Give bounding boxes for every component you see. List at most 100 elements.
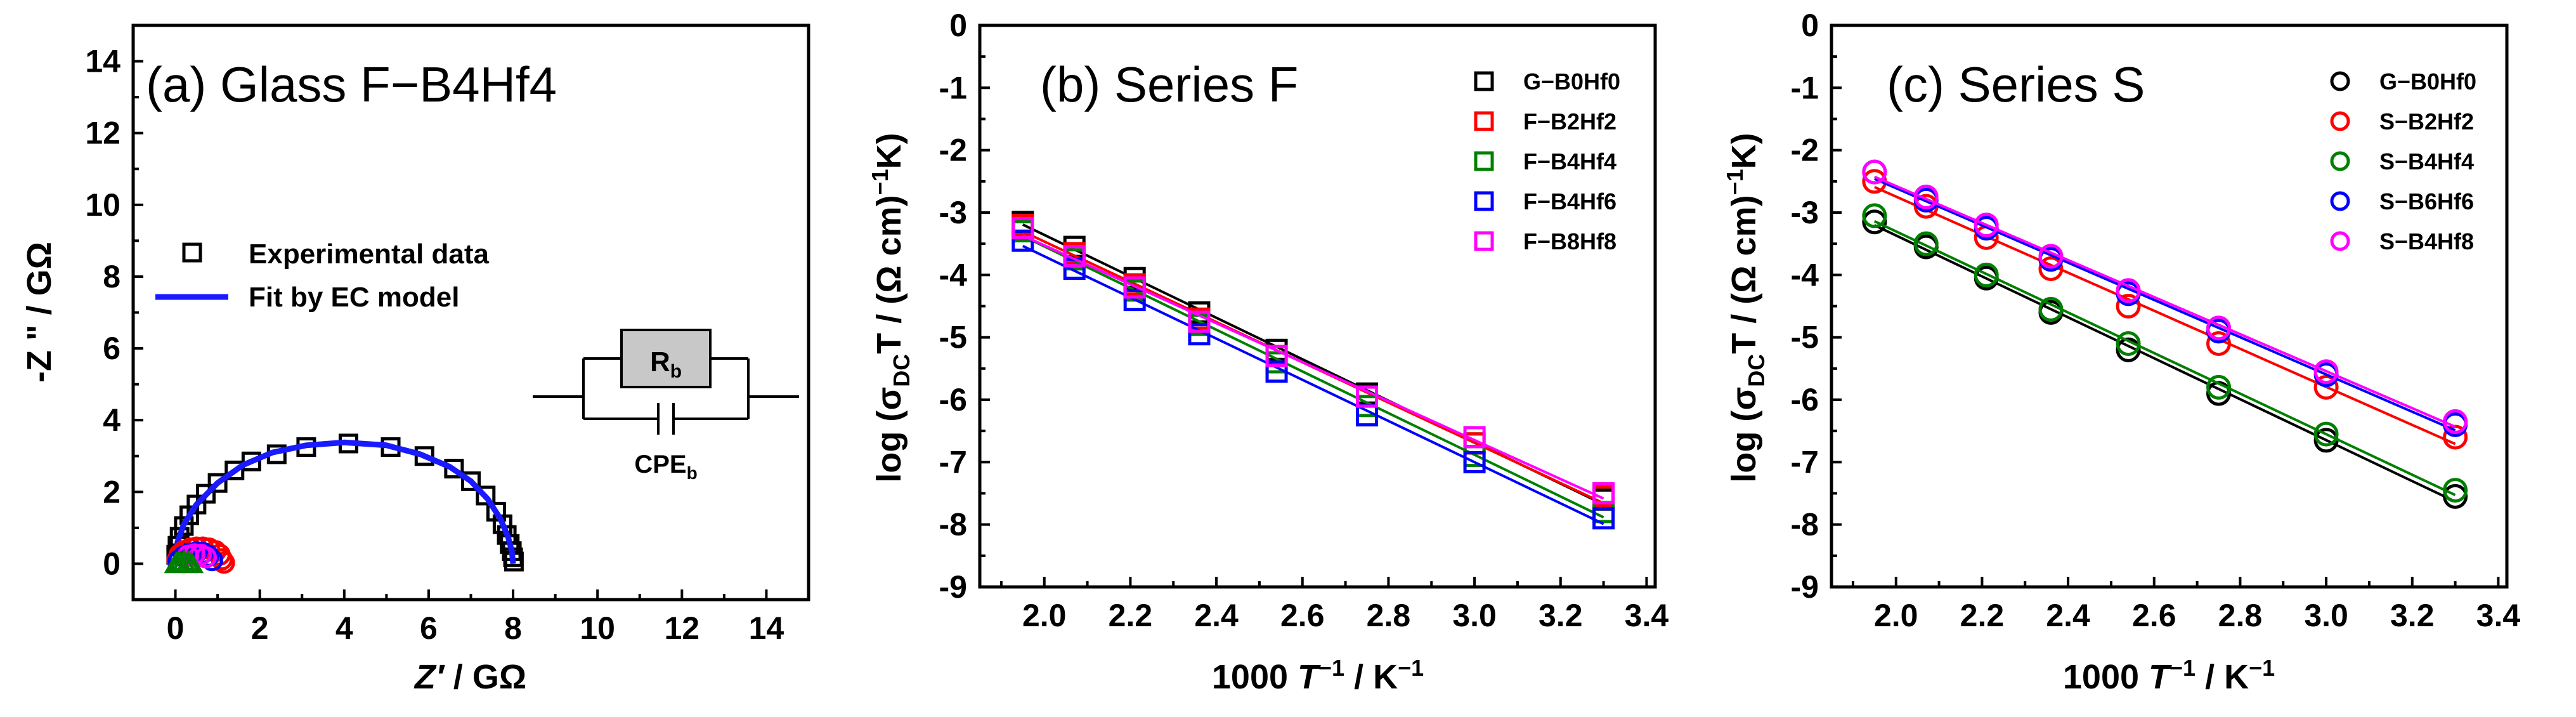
c-series-s-b4hf8-point: [2116, 278, 2141, 303]
b-series-f-b4hf6-point: [1265, 360, 1288, 383]
panel-b-series-f: 2.0 2.2 2.4 2.6 2.8 3.0 3.2 3.4 0 -1 -2 -3 -4 -5 -6 -7 -…: [867, 8, 1669, 696]
c-xtick-label: 3.4: [2476, 598, 2521, 633]
c-ytick-label: -8: [1791, 507, 1819, 543]
b-series-f-b8hf8-point: [1356, 385, 1379, 408]
c-series-s-b4hf4-point: [1913, 231, 1939, 256]
panel-c-ylabel: log (σDCT / (Ω cm)−1K): [1722, 133, 1769, 482]
b-series-f-b8hf8-point: [1063, 245, 1086, 268]
a-ytick-label: 10: [85, 187, 120, 223]
b-ytick-label: -4: [939, 257, 968, 293]
c-series-s-b4hf4-point: [1862, 203, 1887, 228]
b-xtick-label: 2.4: [1194, 598, 1239, 633]
panel-a-ylabel: -Z " / GΩ: [20, 242, 58, 383]
a-xtick-label: 14: [749, 610, 784, 646]
a-experimental-data-point: [486, 501, 506, 522]
a-experimental-data-point: [195, 483, 216, 504]
c-series-s-b4hf8-fit-line: [1874, 175, 2456, 428]
c-ytick-label: -3: [1791, 195, 1819, 230]
c-ytick-label: -4: [1791, 257, 1819, 293]
b-series-f-b8hf8-point: [1592, 482, 1615, 504]
c-series-s-b4hf4-point: [1974, 262, 1999, 287]
b-xtick-label: 3.4: [1625, 598, 1669, 633]
a-ytick-label: 4: [103, 402, 120, 438]
b-ytick-label: -8: [939, 507, 967, 543]
c-series-g-b0hf0-point: [1862, 209, 1887, 235]
c-series-s-b4hf8-point: [1913, 184, 1939, 209]
a-xtick-label: 2: [251, 610, 269, 646]
equivalent-circuit: [533, 329, 799, 435]
panel-a-data: [164, 433, 524, 574]
a-xtick-label: 4: [335, 610, 353, 646]
legend-a-experimental-label: Experimental data: [249, 239, 490, 270]
c-series-s-b4hf4-point: [2116, 331, 2141, 356]
b-series-f-b8hf8-fit-line: [1022, 234, 1604, 500]
panel-a-xlabel: Z′ / GΩ: [413, 658, 526, 696]
a-fit-by-ec-model-fit-line: [172, 439, 516, 564]
panel-c-data: [1862, 159, 2468, 509]
panel-a-nyquist: 0 2 4 6 8 10 12 14 0 2 4 6 8 10 12 14 (a) Glass F−B4Hf4…: [20, 23, 810, 696]
a-ytick-label: 14: [85, 44, 120, 79]
b-series-f-b8hf8-legend-label: F−B8Hf8: [1523, 228, 1617, 254]
c-xtick-label: 2.8: [2218, 598, 2263, 633]
b-ytick-label: -6: [939, 382, 967, 418]
c-series-s-b6hf6-fit-line: [1874, 177, 2456, 432]
a-experimental-data-point: [174, 516, 194, 536]
c-ytick-label: -1: [1791, 70, 1819, 105]
panel-b-ticks: 2.0 2.2 2.4 2.6 2.8 3.0 3.2 3.4 0 -1 -2 -3 -4 -5 -6 -7 -…: [939, 8, 1669, 633]
c-ytick-label: -9: [1791, 569, 1819, 605]
c-xtick-label: 2.6: [2132, 598, 2176, 633]
b-xtick-label: 2.2: [1109, 598, 1153, 633]
a-ytick-label: 0: [103, 546, 120, 581]
b-series-f-b4hf4-fit-line: [1022, 235, 1604, 519]
c-ytick-label: -6: [1791, 382, 1819, 418]
a-experimental-data-point: [444, 459, 464, 479]
panel-c-legend: G−B0Hf0 S−B2Hf2 S−B4Hf4 S−B6Hf6 S−B4Hf8: [2330, 69, 2476, 254]
c-series-g-b0hf0-fit-line: [1873, 224, 2456, 503]
b-ytick-label: -9: [939, 569, 967, 605]
b-ytick-label: -7: [939, 444, 967, 480]
b-ytick-label: -5: [939, 320, 967, 355]
c-ytick-label: 0: [1801, 8, 1819, 43]
c-series-s-b2hf2-legend-marker: [2330, 111, 2350, 131]
legend-a-experimental-marker: [182, 242, 202, 263]
c-series-g-b0hf0-legend-label: G−B0Hf0: [2379, 69, 2476, 95]
a-experimental-data-point: [476, 485, 496, 506]
b-series-f-b4hf4-legend-marker: [1474, 151, 1494, 171]
b-series-g-b0hf0-legend-marker: [1474, 71, 1494, 91]
c-ytick-label: -5: [1791, 320, 1819, 355]
b-series-f-b8hf8-point: [1123, 276, 1146, 299]
b-xtick-label: 2.0: [1022, 598, 1067, 633]
panel-b-title: (b) Series F: [1040, 56, 1298, 112]
b-series-f-b4hf4-legend-label: F−B4Hf4: [1523, 148, 1617, 174]
c-xtick-label: 2.2: [1960, 598, 2005, 633]
c-series-s-b4hf4-point: [2313, 421, 2339, 447]
a-ytick-label: 8: [103, 259, 120, 294]
c-series-s-b2hf2-point: [2116, 294, 2141, 319]
c-series-g-b0hf0-legend-marker: [2330, 71, 2350, 91]
a-ytick-label: 6: [103, 331, 120, 366]
panel-b-xlabel: 1000 T−1 / K−1: [1212, 655, 1424, 696]
b-ytick-label: 0: [949, 8, 967, 43]
b-series-f-b4hf6-point: [1463, 451, 1486, 473]
a-xtick-label: 10: [580, 610, 615, 646]
b-series-g-b0hf0-legend-label: G−B0Hf0: [1523, 69, 1620, 95]
resistor-label: Rb: [650, 346, 682, 382]
a-magenta-arc-point: [194, 546, 217, 569]
b-series-f-b2hf2-legend-label: F−B2Hf2: [1523, 109, 1617, 135]
c-series-s-b4hf4-point: [2443, 478, 2468, 503]
b-ytick-label: -2: [939, 133, 967, 168]
c-series-s-b2hf2-point: [2313, 374, 2339, 400]
panel-c-xlabel: 1000 T−1 / K−1: [2063, 655, 2275, 696]
panel-b-legend: G−B0Hf0 F−B2Hf2 F−B4Hf4 F−B4Hf6 F−B8Hf8: [1474, 69, 1620, 254]
b-ytick-label: -3: [939, 195, 967, 230]
a-xtick-label: 12: [665, 610, 700, 646]
a-green-arc-point: [179, 551, 204, 574]
c-series-g-b0hf0-point: [2443, 483, 2468, 509]
a-experimental-data-point: [241, 451, 261, 471]
b-series-f-b4hf6-fit-line: [1022, 244, 1604, 525]
b-series-f-b8hf8-point: [1012, 217, 1034, 240]
panel-b-ylabel: log (σDCT / (Ω cm)−1K): [867, 133, 914, 482]
c-series-s-b6hf6-legend-marker: [2330, 191, 2350, 211]
c-series-s-b4hf8-point: [1974, 213, 1999, 238]
a-ytick-label: 2: [103, 474, 120, 510]
